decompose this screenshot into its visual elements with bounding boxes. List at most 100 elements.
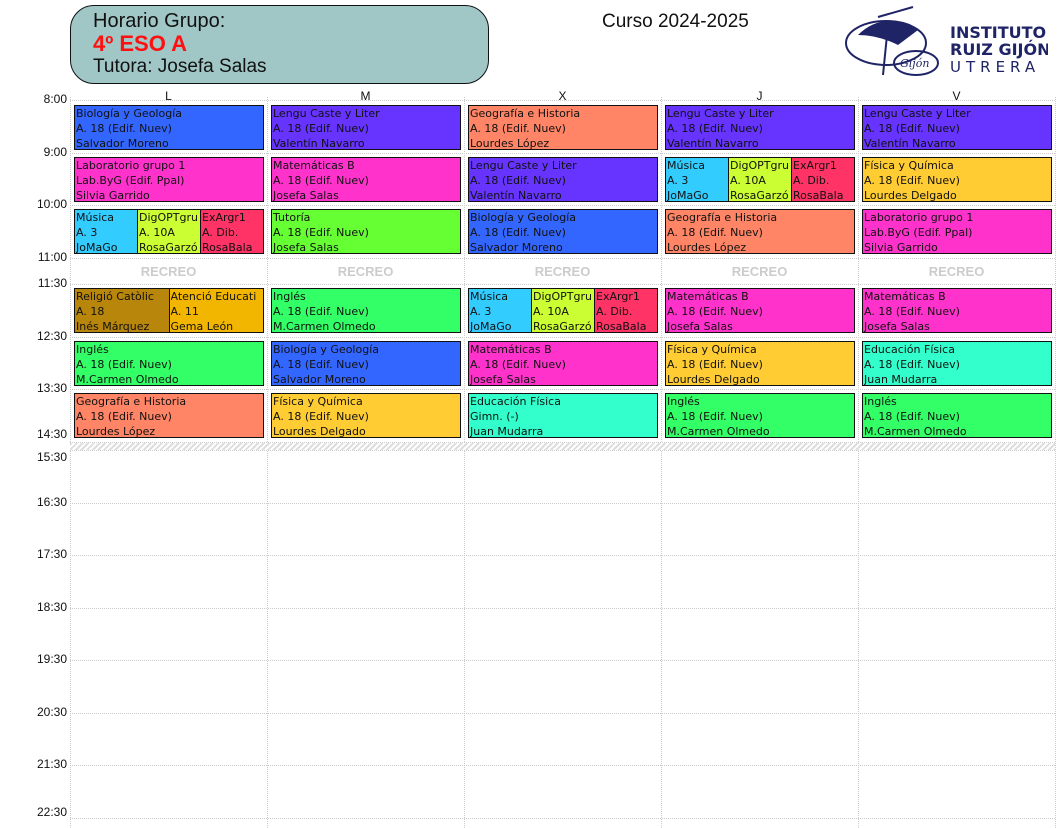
teacher-name: Lourdes López [76, 425, 156, 437]
break-label: RECREO [140, 264, 197, 279]
class-block[interactable]: ExArgr1 A. Dib. RosaBala [791, 158, 854, 201]
class-block[interactable]: Laboratorio grupo 1 Lab.ByG (Edif. Ppal) S… [863, 210, 1051, 253]
room-name: A. 18 (Edif. Nuev) [273, 122, 369, 135]
class-block[interactable]: Música A. 3 JoMaGo [75, 210, 137, 253]
class-slot[interactable]: Lengu Caste y Liter A. 18 (Edif. Nuev) Val… [862, 105, 1052, 150]
subject-name: DigOPTgru [533, 290, 592, 303]
teacher-name: Salvador Moreno [76, 137, 169, 149]
class-block[interactable]: Matemáticas B A. 18 (Edif. Nuev) Josefa Sa… [272, 158, 460, 201]
day-header: V [952, 89, 961, 103]
time-label: 19:30 [36, 652, 67, 666]
class-block[interactable]: DigOPTgru A. 10A RosaGarzó [531, 289, 594, 332]
class-block[interactable]: ExArgr1 A. Dib. RosaBala [594, 289, 657, 332]
time-label: 9:00 [43, 145, 67, 159]
class-block[interactable]: DigOPTgru A. 10A RosaGarzó [728, 158, 791, 201]
class-block[interactable]: Biología y Geología A. 18 (Edif. Nuev) Sal… [469, 210, 657, 253]
teacher-name: Josefa Salas [470, 373, 536, 385]
time-label: 15:30 [36, 450, 67, 464]
class-slot[interactable]: Inglés A. 18 (Edif. Nuev) M.Carmen Olmedo [862, 393, 1052, 438]
class-slot[interactable]: Religió Catòlic A. 18 Inés Márquez Atenció … [74, 288, 264, 333]
class-slot[interactable]: Geografía e Historia A. 18 (Edif. Nuev) Lo… [74, 393, 264, 438]
class-slot[interactable]: Física y Química A. 18 (Edif. Nuev) Lourde… [862, 157, 1052, 202]
room-name: A. Dib. [793, 174, 830, 187]
subject-name: Música [76, 211, 115, 224]
class-slot[interactable]: Geografía e Historia A. 18 (Edif. Nuev) Lo… [665, 209, 855, 254]
class-block[interactable]: Geografía e Historia A. 18 (Edif. Nuev) Lo… [666, 210, 854, 253]
class-slot[interactable]: Música A. 3 JoMaGo DigOPTgru A. 10A RosaGarzó… [468, 288, 658, 333]
class-block[interactable]: Atenció Educati A. 11 Gema León [168, 289, 263, 332]
break-label: RECREO [928, 264, 985, 279]
class-block[interactable]: Música A. 3 JoMaGo [469, 289, 531, 332]
class-block[interactable]: Inglés A. 18 (Edif. Nuev) M.Carmen Olmedo [666, 394, 854, 437]
class-block[interactable]: Geografía e Historia A. 18 (Edif. Nuev) Lo… [75, 394, 263, 437]
class-block[interactable]: Matemáticas B A. 18 (Edif. Nuev) Josefa Sa… [469, 342, 657, 385]
class-block[interactable]: Laboratorio grupo 1 Lab.ByG (Edif. Ppal) S… [75, 158, 263, 201]
class-block[interactable]: Educación Física A. 18 (Edif. Nuev) Juan M… [863, 342, 1051, 385]
teacher-name: Lourdes Delgado [667, 373, 760, 385]
subject-name: Matemáticas B [470, 343, 552, 356]
class-block[interactable]: Inglés A. 18 (Edif. Nuev) M.Carmen Olmedo [863, 394, 1051, 437]
class-block[interactable]: Lengu Caste y Liter A. 18 (Edif. Nuev) Val… [272, 106, 460, 149]
class-slot[interactable]: Lengu Caste y Liter A. 18 (Edif. Nuev) Val… [271, 105, 461, 150]
teacher-name: JoMaGo [76, 241, 118, 253]
class-block[interactable]: Biología y Geología A. 18 (Edif. Nuev) Sal… [272, 342, 460, 385]
class-block[interactable]: Física y Química A. 18 (Edif. Nuev) Lourde… [863, 158, 1051, 201]
subject-name: Tutoría [273, 211, 311, 224]
class-block[interactable]: Lengu Caste y Liter A. 18 (Edif. Nuev) Val… [666, 106, 854, 149]
class-block[interactable]: Geografía e Historia A. 18 (Edif. Nuev) Lo… [469, 106, 657, 149]
class-block[interactable]: Música A. 3 JoMaGo [666, 158, 728, 201]
class-slot[interactable]: Inglés A. 18 (Edif. Nuev) M.Carmen Olmedo [665, 393, 855, 438]
class-slot[interactable]: Educación Física A. 18 (Edif. Nuev) Juan M… [862, 341, 1052, 386]
class-block[interactable]: ExArgr1 A. Dib. RosaBala [200, 210, 263, 253]
class-block[interactable]: Inglés A. 18 (Edif. Nuev) M.Carmen Olmedo [75, 342, 263, 385]
class-block[interactable]: Física y Química A. 18 (Edif. Nuev) Lourde… [272, 394, 460, 437]
class-slot[interactable]: Lengu Caste y Liter A. 18 (Edif. Nuev) Val… [468, 157, 658, 202]
class-slot[interactable]: Tutoría A. 18 (Edif. Nuev) Josefa Salas [271, 209, 461, 254]
class-block[interactable]: Tutoría A. 18 (Edif. Nuev) Josefa Salas [272, 210, 460, 253]
header-box: Horario Grupo: 4º ESO A Tutora: Josefa S… [70, 5, 489, 84]
class-slot[interactable]: Laboratorio grupo 1 Lab.ByG (Edif. Ppal) S… [74, 157, 264, 202]
class-slot[interactable]: Biología y Geología A. 18 (Edif. Nuev) Sal… [271, 341, 461, 386]
class-block[interactable]: Matemáticas B A. 18 (Edif. Nuev) Josefa Sa… [863, 289, 1051, 332]
subject-name: Atenció Educati [170, 290, 257, 303]
class-slot[interactable]: Matemáticas B A. 18 (Edif. Nuev) Josefa Sa… [468, 341, 658, 386]
logo-emblem-icon: Gijón INSTITUTO RUIZ GIJÓN UTRERA [845, 6, 1050, 76]
class-slot[interactable]: Física y Química A. 18 (Edif. Nuev) Lourde… [271, 393, 461, 438]
class-block[interactable]: Biología y Geología A. 18 (Edif. Nuev) Sal… [75, 106, 263, 149]
class-block[interactable]: Inglés A. 18 (Edif. Nuev) M.Carmen Olmedo [272, 289, 460, 332]
class-slot[interactable]: Matemáticas B A. 18 (Edif. Nuev) Josefa Sa… [862, 288, 1052, 333]
class-slot[interactable]: Biología y Geología A. 18 (Edif. Nuev) Sal… [74, 105, 264, 150]
subject-name: Geografía e Historia [76, 395, 187, 408]
class-block[interactable]: Lengu Caste y Liter A. 18 (Edif. Nuev) Val… [469, 158, 657, 201]
class-slot[interactable]: Física y Química A. 18 (Edif. Nuev) Lourde… [665, 341, 855, 386]
time-label: 14:30 [36, 427, 67, 441]
class-block[interactable]: Física y Química A. 18 (Edif. Nuev) Lourde… [666, 342, 854, 385]
logo-line-1: INSTITUTO [950, 23, 1046, 42]
time-label: 10:00 [36, 197, 67, 211]
teacher-name: Lourdes López [470, 137, 550, 149]
subject-name: Lengu Caste y Liter [470, 159, 577, 172]
class-slot[interactable]: Laboratorio grupo 1 Lab.ByG (Edif. Ppal) S… [862, 209, 1052, 254]
class-block[interactable]: Educación Física Gimn. (-) Juan Mudarra [469, 394, 657, 437]
class-slot[interactable]: Inglés A. 18 (Edif. Nuev) M.Carmen Olmedo [74, 341, 264, 386]
class-slot[interactable]: Matemáticas B A. 18 (Edif. Nuev) Josefa Sa… [271, 157, 461, 202]
room-name: A. 18 (Edif. Nuev) [273, 174, 369, 187]
class-slot[interactable]: Biología y Geología A. 18 (Edif. Nuev) Sal… [468, 209, 658, 254]
class-slot[interactable]: Educación Física Gimn. (-) Juan Mudarra [468, 393, 658, 438]
class-block[interactable]: Matemáticas B A. 18 (Edif. Nuev) Josefa Sa… [666, 289, 854, 332]
class-slot[interactable]: Matemáticas B A. 18 (Edif. Nuev) Josefa Sa… [665, 288, 855, 333]
subject-name: Lengu Caste y Liter [273, 107, 380, 120]
room-name: A. 3 [470, 305, 492, 318]
room-name: A. 18 (Edif. Nuev) [667, 226, 763, 239]
class-slot[interactable]: Música A. 3 JoMaGo DigOPTgru A. 10A RosaGarzó… [665, 157, 855, 202]
class-slot[interactable]: Geografía e Historia A. 18 (Edif. Nuev) Lo… [468, 105, 658, 150]
class-slot[interactable]: Lengu Caste y Liter A. 18 (Edif. Nuev) Val… [665, 105, 855, 150]
class-block[interactable]: Lengu Caste y Liter A. 18 (Edif. Nuev) Val… [863, 106, 1051, 149]
class-block[interactable]: Religió Catòlic A. 18 Inés Márquez [75, 289, 169, 332]
teacher-name: RosaGarzó [533, 320, 592, 332]
class-block[interactable]: DigOPTgru A. 10A RosaGarzó [137, 210, 200, 253]
class-slot[interactable]: Inglés A. 18 (Edif. Nuev) M.Carmen Olmedo [271, 288, 461, 333]
room-name: A. 18 (Edif. Nuev) [76, 122, 172, 135]
class-slot[interactable]: Música A. 3 JoMaGo DigOPTgru A. 10A RosaGarzó… [74, 209, 264, 254]
subject-name: Laboratorio grupo 1 [76, 159, 186, 172]
